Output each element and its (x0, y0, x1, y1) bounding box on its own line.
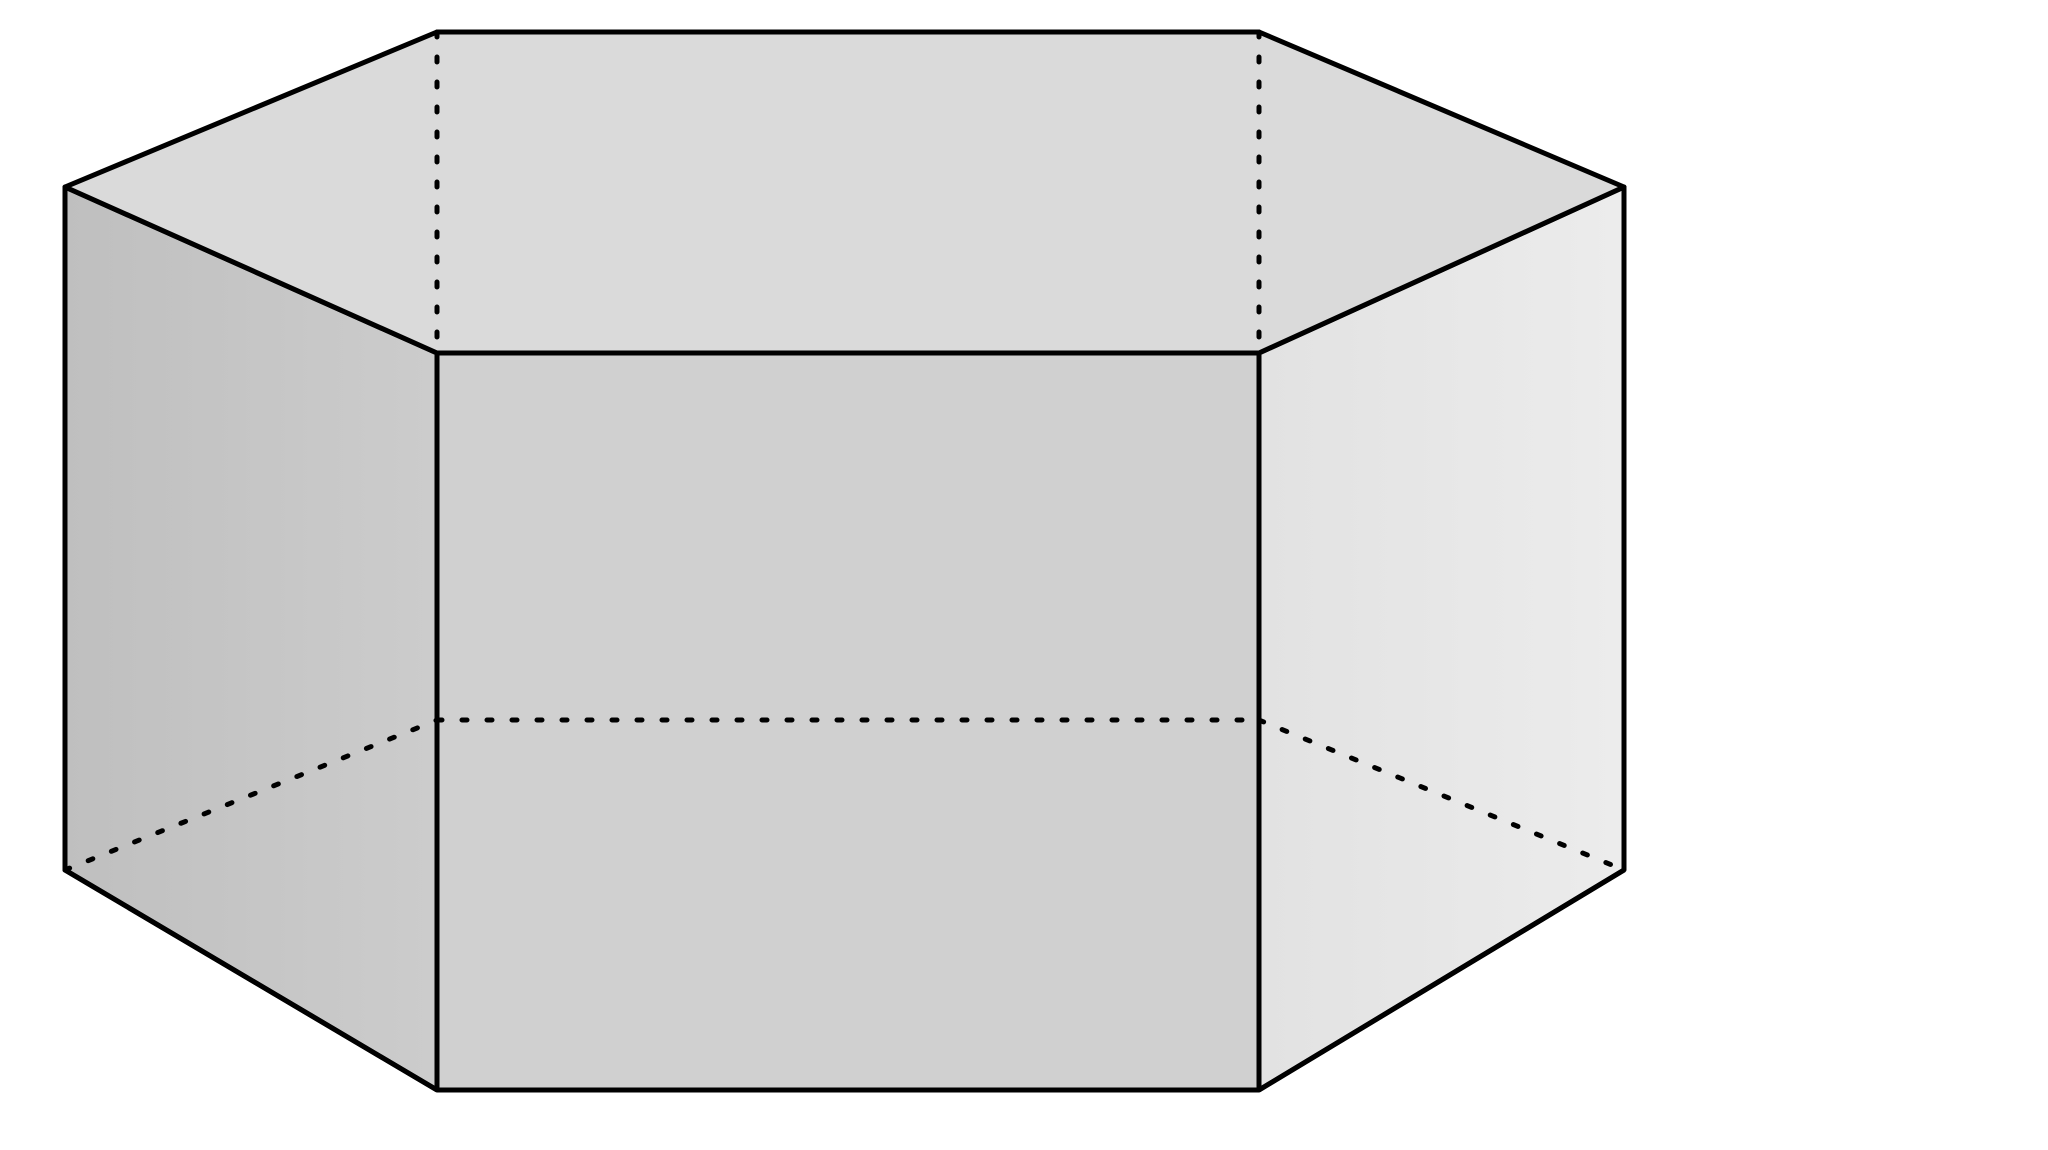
hexagonal-prism-diagram (0, 0, 2048, 1150)
